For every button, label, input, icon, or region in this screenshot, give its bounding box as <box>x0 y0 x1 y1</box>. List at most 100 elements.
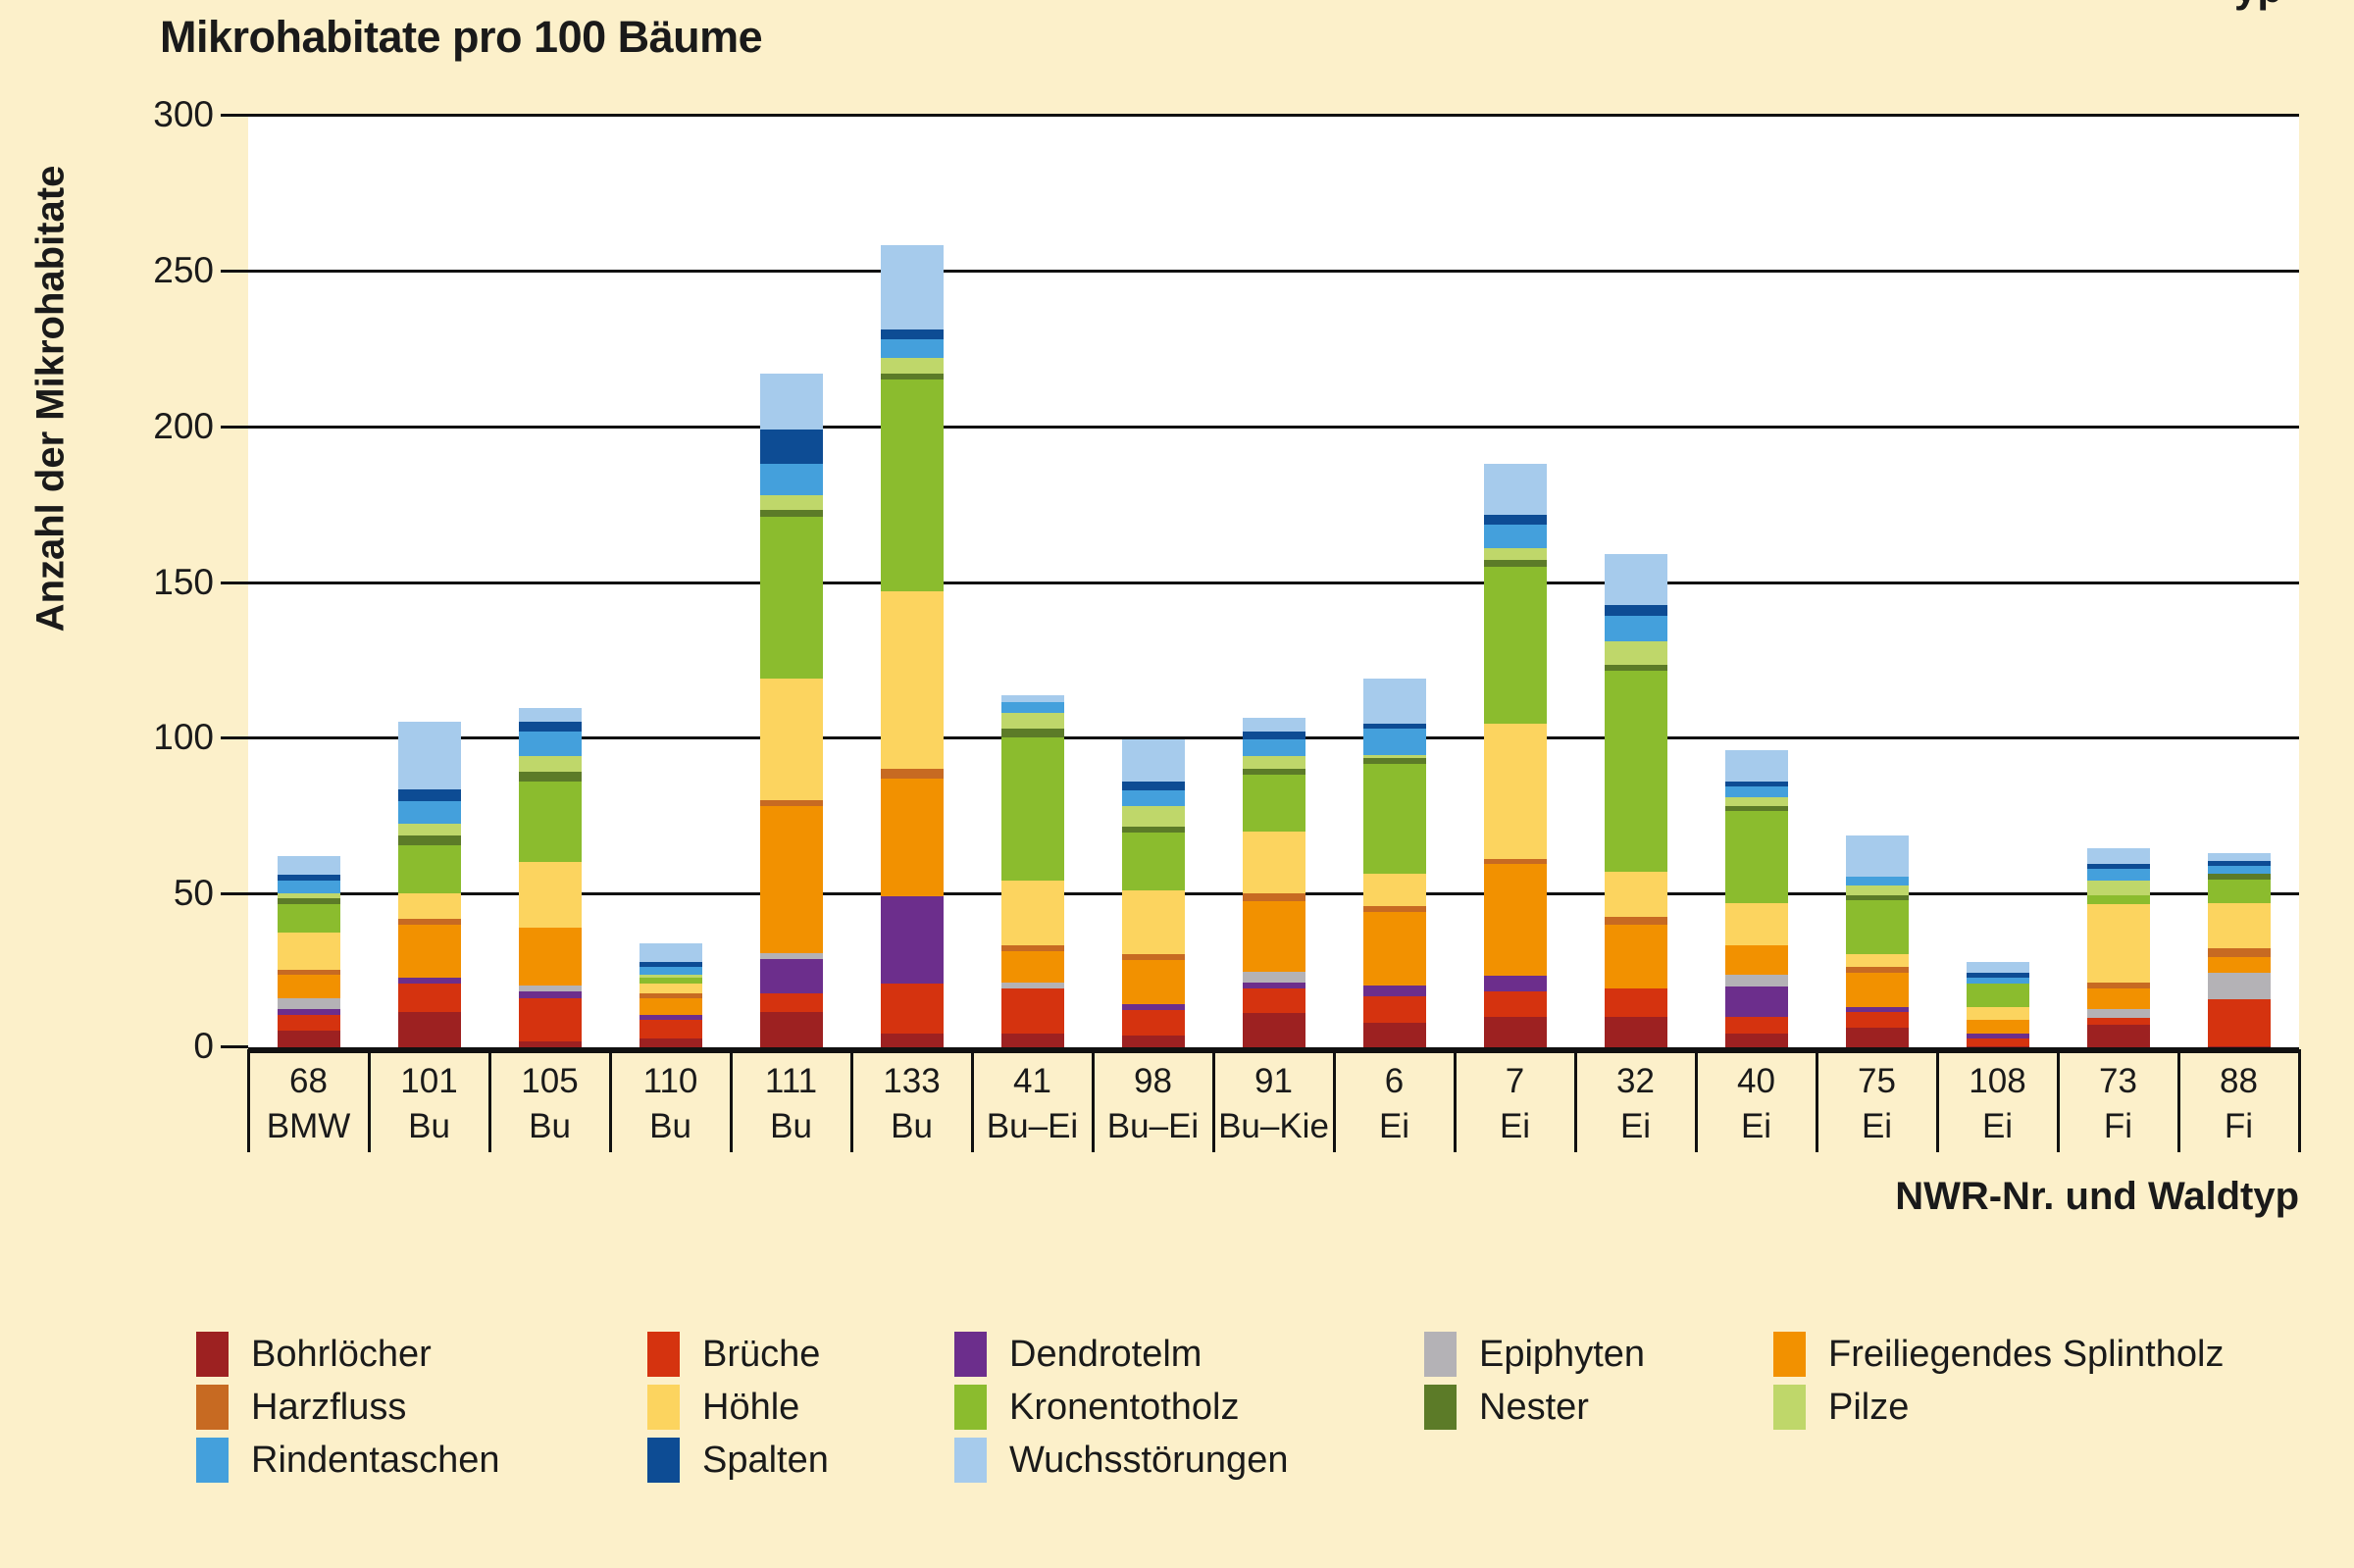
x-category-cell-88: 88 Fi <box>2178 1059 2299 1149</box>
y-axis-tick <box>221 892 248 896</box>
x-cell-divider <box>1212 1049 1215 1152</box>
x-category-waldtyp: Ei <box>1861 1107 1893 1145</box>
legend-label: Rindentaschen <box>251 1439 500 1481</box>
bar-segment-spalten <box>880 329 944 339</box>
legend-label: Freiliegendes Splintholz <box>1828 1333 2225 1375</box>
x-axis-line <box>248 1047 2299 1053</box>
bar-segment-bohrlöcher <box>1604 1016 1667 1049</box>
bar-segment-bohrlöcher <box>1845 1027 1909 1049</box>
bar-68 <box>277 115 340 1049</box>
bar-segment-rindentaschen <box>1604 616 1667 641</box>
bar-segment-nester <box>1845 894 1909 900</box>
bar-7 <box>1483 115 1547 1049</box>
bar-segment-nester <box>2207 873 2271 880</box>
bar-segment-spalten <box>1966 973 2029 978</box>
y-axis-tick <box>221 1045 248 1048</box>
x-cell-divider <box>609 1049 612 1152</box>
legend-item: Höhle <box>647 1385 799 1430</box>
bar-32 <box>1604 115 1667 1049</box>
bar-segment-nester <box>1483 560 1547 567</box>
gridline-150 <box>248 581 2299 584</box>
legend-swatch-pilze <box>1773 1385 1806 1430</box>
bar-segment-brüche <box>639 1019 702 1038</box>
bar-segment-höhle <box>1966 1007 2029 1020</box>
x-cell-divider <box>971 1049 974 1152</box>
legend-item: Brüche <box>647 1332 820 1377</box>
legend-swatch-spalten <box>647 1438 680 1483</box>
bar-segment-höhle <box>277 932 340 970</box>
x-category-number: 110 <box>642 1062 698 1100</box>
bar-segment-brüche <box>2086 1018 2150 1025</box>
bar-segment-rindentaschen <box>759 463 823 495</box>
bar-segment-harzfluss <box>759 799 823 807</box>
bar-segment-rindentaschen <box>1121 790 1185 807</box>
legend-item: Dendrotelm <box>954 1332 1202 1377</box>
bar-segment-höhle <box>1483 724 1547 860</box>
bar-segment-harzfluss <box>880 769 944 779</box>
legend-item: Freiliegendes Splintholz <box>1773 1332 2224 1377</box>
bar-segment-nester <box>1724 806 1788 811</box>
bar-segment-spalten <box>1121 781 1185 791</box>
bar-segment-bohrlöcher <box>1121 1035 1185 1049</box>
bar-segment-bohrlöcher <box>518 1041 582 1049</box>
bar-segment-bohrlöcher <box>1000 1034 1064 1049</box>
bar-segment-bohrlöcher <box>1483 1016 1547 1049</box>
x-category-cell-6: 6 Ei <box>1334 1059 1455 1149</box>
x-category-cell-41: 41 Bu–Ei <box>972 1059 1093 1149</box>
y-axis-tick <box>221 114 248 117</box>
x-cell-divider <box>2177 1049 2180 1152</box>
bar-segment-dendrotelm <box>1966 1034 2029 1038</box>
bar-segment-höhle <box>2207 902 2271 948</box>
bar-segment-freiliegendes-splintholz <box>1604 924 1667 989</box>
bar-segment-freiliegendes-splintholz <box>277 974 340 998</box>
bar-40 <box>1724 115 1788 1049</box>
x-category-number: 98 <box>1134 1062 1172 1100</box>
bar-segment-nester <box>880 373 944 380</box>
x-cell-divider <box>1454 1049 1457 1152</box>
bar-segment-kronentotholz <box>759 516 823 679</box>
bar-segment-brüche <box>1000 988 1064 1035</box>
bar-73 <box>2086 115 2150 1049</box>
y-tick-label-300: 300 <box>153 94 214 134</box>
bar-segment-wuchsstörungen <box>2086 848 2150 864</box>
x-cell-divider <box>1695 1049 1698 1152</box>
bar-segment-harzfluss <box>2207 947 2271 958</box>
x-category-cell-110: 110 Bu <box>610 1059 731 1149</box>
bar-segment-bohrlöcher <box>1362 1023 1426 1049</box>
bar-segment-rindentaschen <box>1000 701 1064 713</box>
bar-segment-kronentotholz <box>880 379 944 592</box>
x-category-cell-108: 108 Ei <box>1937 1059 2058 1149</box>
bar-segment-dendrotelm <box>1845 1007 1909 1012</box>
cropped-text: yp <box>2234 0 2282 11</box>
x-category-number: 68 <box>289 1062 328 1100</box>
bar-segment-freiliegendes-splintholz <box>1724 944 1788 975</box>
legend-swatch-dendrotelm <box>954 1332 987 1377</box>
bar-segment-höhle <box>518 862 582 929</box>
bar-110 <box>639 115 702 1049</box>
bar-segment-spalten <box>639 962 702 967</box>
legend-item: Wuchsstörungen <box>954 1438 1288 1483</box>
bar-segment-epiphyten <box>1724 974 1788 987</box>
legend-swatch-harzfluss <box>196 1385 229 1430</box>
bar-segment-epiphyten <box>759 952 823 959</box>
bar-segment-brüche <box>518 997 582 1042</box>
bar-segment-wuchsstörungen <box>880 245 944 330</box>
legend-label: Wuchsstörungen <box>1009 1439 1289 1481</box>
bar-segment-freiliegendes-splintholz <box>1242 901 1305 972</box>
x-category-number: 7 <box>1505 1062 1525 1100</box>
bar-segment-kronentotholz <box>639 977 702 985</box>
x-category-waldtyp: Fi <box>2224 1107 2254 1145</box>
legend-label: Bohrlöcher <box>251 1333 432 1375</box>
x-cell-divider <box>1936 1049 1939 1152</box>
legend-swatch-rindentaschen <box>196 1438 229 1483</box>
x-axis-title: NWR-Nr. und Waldtyp <box>1895 1175 2299 1218</box>
bar-segment-dendrotelm <box>1362 985 1426 996</box>
bar-segment-höhle <box>397 893 461 919</box>
bar-segment-bohrlöcher <box>2086 1024 2150 1049</box>
y-tick-label-100: 100 <box>153 717 214 758</box>
legend-swatch-kronentotholz <box>954 1385 987 1430</box>
bar-segment-wuchsstörungen <box>1604 553 1667 606</box>
bar-segment-freiliegendes-splintholz <box>759 806 823 953</box>
legend-item: Epiphyten <box>1424 1332 1645 1377</box>
bar-segment-wuchsstörungen <box>759 373 823 430</box>
